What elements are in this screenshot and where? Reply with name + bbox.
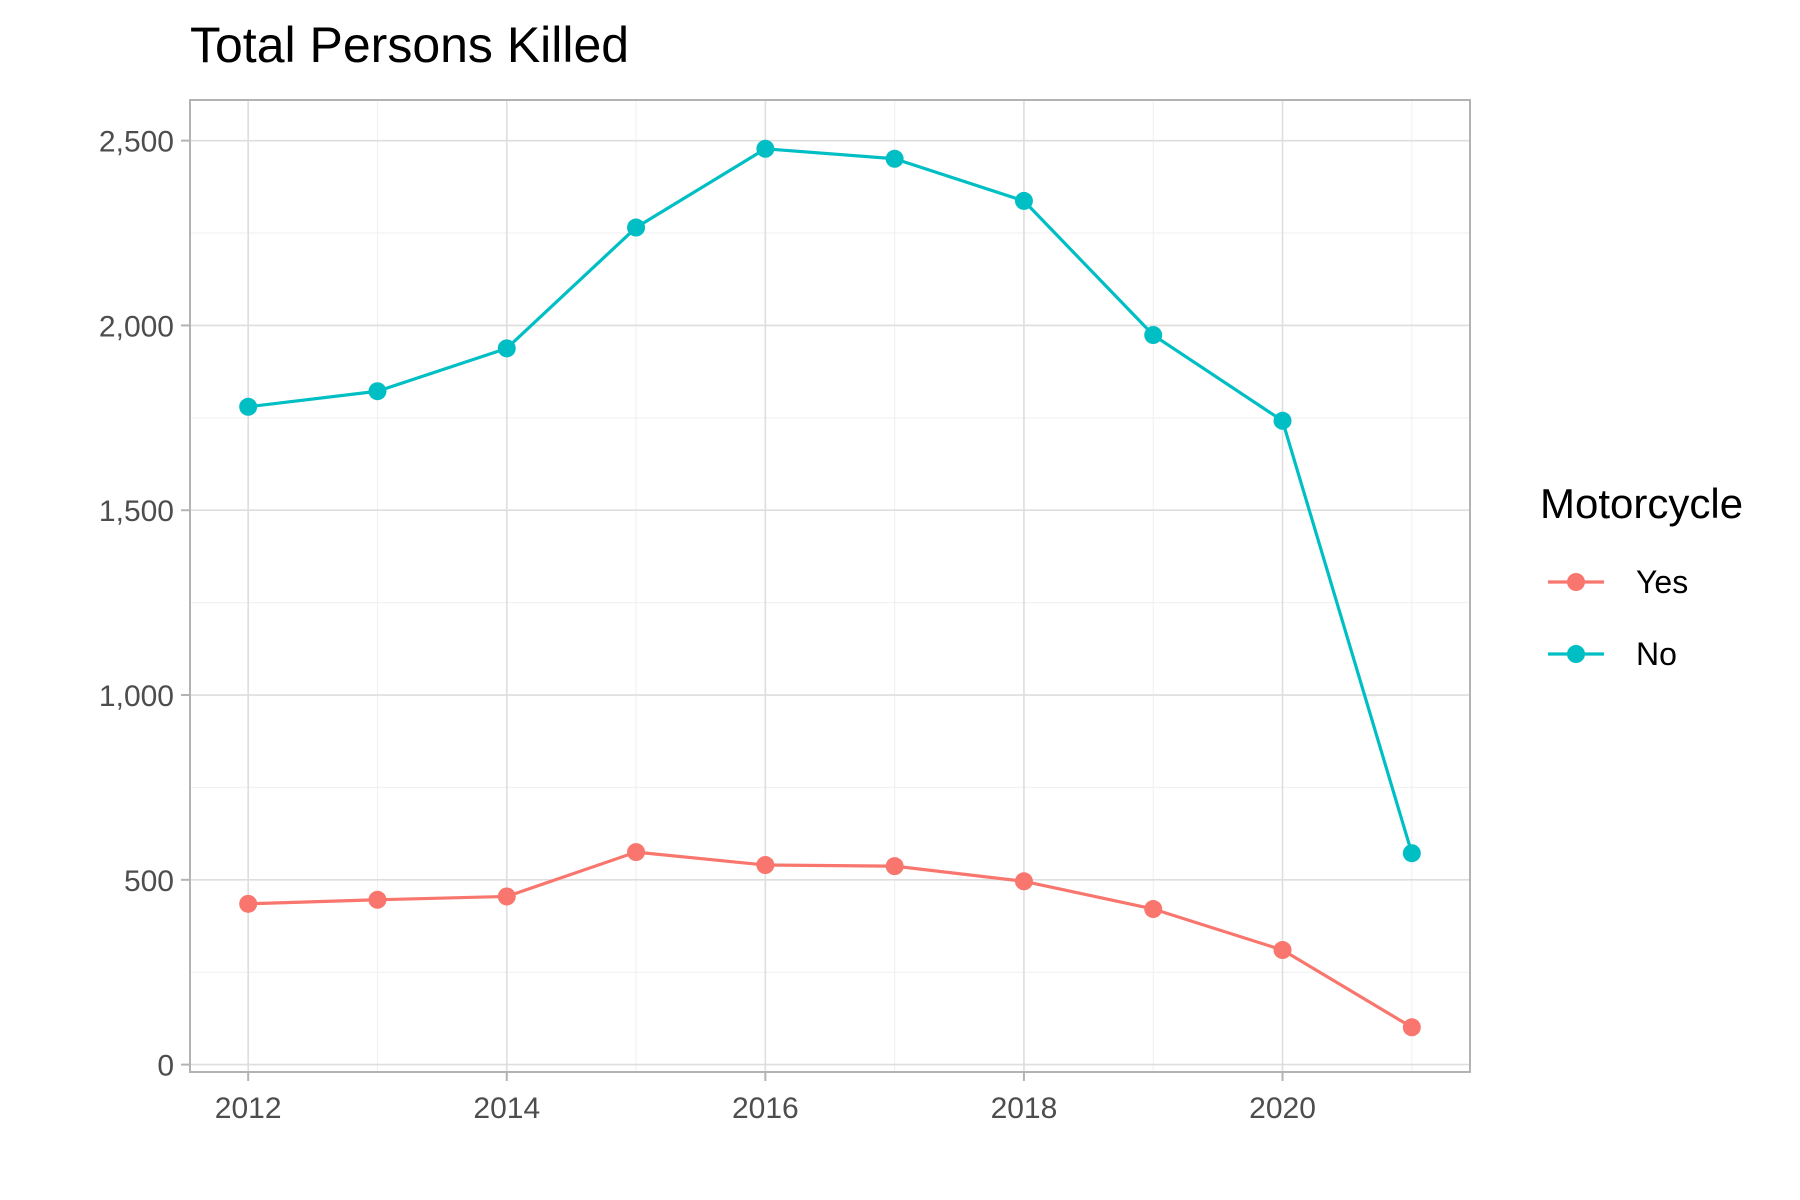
series-yes [239, 843, 1421, 1037]
legend: Motorcycle Yes No [1540, 480, 1743, 672]
y-tick-label: 500 [124, 865, 174, 898]
y-tick-label: 0 [157, 1050, 174, 1083]
data-point [885, 149, 904, 168]
chart-title: Total Persons Killed [190, 17, 629, 73]
panel-border [189, 99, 1471, 1073]
y-tick-label: 2,500 [99, 126, 174, 159]
x-tick-label: 2020 [1249, 1092, 1316, 1125]
data-point [1273, 941, 1292, 960]
data-point [756, 856, 775, 875]
data-point [497, 339, 516, 358]
y-tick-label: 1,500 [99, 495, 174, 528]
gridlines [190, 100, 1470, 1072]
series-line [248, 850, 1413, 1029]
legend-item-no: No [1548, 636, 1677, 672]
axes: 0 500 1,000 1,500 2,000 2,500 2012 2014 2016 2018… [99, 126, 1316, 1125]
legend-title: Motorcycle [1540, 480, 1743, 527]
y-tick-label: 2,000 [99, 310, 174, 343]
data-point [1014, 872, 1033, 891]
x-tick-label: 2014 [473, 1092, 540, 1125]
data-point [627, 218, 646, 237]
series-no [239, 139, 1421, 863]
data-point [497, 887, 516, 906]
data-point [368, 382, 387, 401]
x-tick-label: 2018 [991, 1092, 1058, 1125]
y-tick-label: 1,000 [99, 680, 174, 713]
legend-key-point [1567, 573, 1585, 591]
data-point [1014, 191, 1033, 210]
data-point [368, 890, 387, 909]
data-point [239, 397, 258, 416]
legend-label: Yes [1636, 564, 1688, 600]
data-point [1144, 900, 1163, 919]
x-tick-label: 2016 [732, 1092, 799, 1125]
data-point [239, 894, 258, 913]
data-point [627, 843, 646, 862]
legend-label: No [1636, 636, 1677, 672]
x-tick-label: 2012 [215, 1092, 282, 1125]
legend-key-point [1567, 645, 1585, 663]
data-point [1402, 1018, 1421, 1037]
data-point [1144, 326, 1163, 345]
series-line [247, 147, 1414, 854]
data-point [1273, 411, 1292, 430]
data-point [1402, 844, 1421, 863]
legend-item-yes: Yes [1548, 564, 1688, 600]
series-layer [239, 139, 1421, 1037]
data-point [885, 857, 904, 876]
data-point [756, 139, 775, 158]
